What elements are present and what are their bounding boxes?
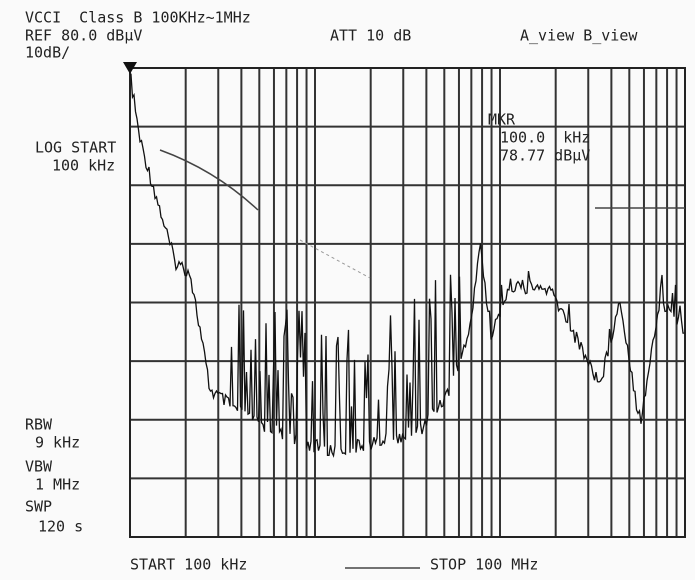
stop-frequency: STOP 100 MHz [430,556,538,574]
log-start-label: LOG START [35,139,116,157]
limit-line [299,239,371,279]
limit-line [159,149,259,211]
start-frequency: START 100 kHz [130,556,247,574]
attenuation: ATT 10 dB [330,27,411,45]
header-line: VCCI Class B 100KHz~1MHz [25,9,251,27]
vbw-value: 1 MHz [35,476,80,494]
marker-level: 78.77 dBμV [500,147,590,165]
rbw-label: RBW [25,416,53,434]
marker-label: MKR [488,111,516,129]
marker-frequency: 100.0 kHz [500,129,590,147]
view-mode: A_view B_view [520,27,638,45]
sweep-value: 120 s [38,518,83,536]
trace [129,73,685,458]
plot-frame [129,67,686,538]
log-start-value: 100 kHz [52,157,115,175]
scale: 10dB/ [25,44,70,62]
rbw-value: 9 kHz [35,434,80,452]
sweep-label: SWP [25,498,52,516]
vbw-label: VBW [25,458,53,476]
marker-triangle [123,62,137,74]
ref-level: REF 80.0 dBμV [25,27,142,45]
